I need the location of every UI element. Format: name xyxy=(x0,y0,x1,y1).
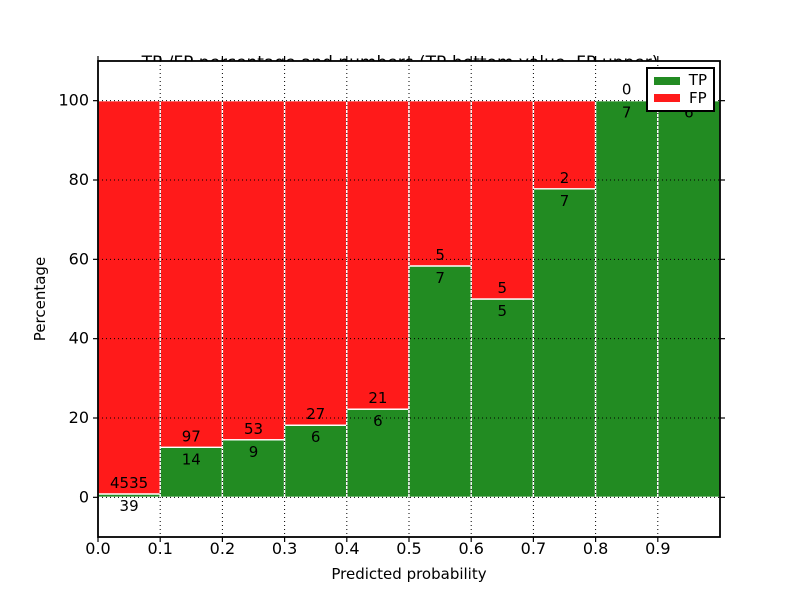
y-tick-label: 60 xyxy=(69,249,89,268)
fp-bar-segment xyxy=(97,99,161,495)
tp-count-label: 14 xyxy=(182,450,201,468)
x-tick-label: 0.2 xyxy=(210,539,235,558)
x-tick-label: 0.0 xyxy=(85,539,110,558)
x-axis-label: Predicted probability xyxy=(331,565,487,583)
fp-legend-label: FP xyxy=(689,88,707,107)
fp-bar-segment xyxy=(532,99,597,190)
fp-count-label: 2 xyxy=(560,169,570,187)
fp-count-label: 21 xyxy=(368,389,387,407)
fp-bar-segment xyxy=(346,99,410,410)
fp-count-label: 5 xyxy=(498,279,508,297)
tp-count-label: 7 xyxy=(560,192,570,210)
fp-count-label: 5 xyxy=(435,246,445,264)
tp-count-label: 7 xyxy=(435,269,445,287)
fp-count-label: 53 xyxy=(244,420,263,438)
tp-count-label: 6 xyxy=(373,412,383,430)
x-tick-label: 0.9 xyxy=(645,539,670,558)
x-tick-label: 0.4 xyxy=(334,539,359,558)
fp-legend-swatch xyxy=(654,94,680,103)
tp-count-label: 39 xyxy=(120,497,139,515)
y-tick-label: 20 xyxy=(69,408,89,427)
tp-count-label: 5 xyxy=(498,302,508,320)
fp-count-label: 0 xyxy=(622,81,632,99)
tp-count-label: 6 xyxy=(684,104,694,122)
x-tick-label: 0.3 xyxy=(272,539,297,558)
tp-count-label: 6 xyxy=(311,428,321,446)
y-tick-label: 100 xyxy=(58,91,89,110)
legend-entry-tp: TP xyxy=(654,73,707,88)
tp-legend-label: TP xyxy=(688,71,707,90)
tp-bar-segment xyxy=(470,298,535,499)
x-tick-label: 0.1 xyxy=(147,539,172,558)
tp-legend-swatch xyxy=(654,76,680,85)
fp-bar-segment xyxy=(470,99,535,300)
tp-bar-segment xyxy=(283,424,348,499)
legend: TP FP xyxy=(646,67,715,112)
fp-bar-segment xyxy=(159,99,224,449)
tp-count-label: 9 xyxy=(249,443,259,461)
tp-bar-segment xyxy=(594,99,659,499)
tp-bar-segment xyxy=(159,446,224,499)
y-tick-label: 80 xyxy=(69,170,89,189)
fp-count-label: 27 xyxy=(306,405,325,423)
fp-bar-segment xyxy=(221,99,286,441)
fp-count-label: 97 xyxy=(182,427,201,445)
tp-bar-segment xyxy=(532,188,597,499)
x-tick-label: 0.7 xyxy=(521,539,546,558)
fp-bar-segment xyxy=(283,99,348,426)
x-tick-label: 0.5 xyxy=(396,539,421,558)
x-tick-label: 0.8 xyxy=(583,539,608,558)
y-tick-label: 40 xyxy=(69,329,89,348)
tp-bar-segment xyxy=(346,408,410,499)
fp-bar-segment xyxy=(408,99,472,267)
legend-entry-fp: FP xyxy=(654,88,707,107)
y-tick-label: 0 xyxy=(79,487,89,506)
x-tick-label: 0.6 xyxy=(458,539,483,558)
fp-count-label: 4535 xyxy=(110,474,148,492)
tp-count-label: 7 xyxy=(622,104,632,122)
tp-bar-segment xyxy=(408,265,472,499)
tp-bar-segment xyxy=(657,99,721,499)
